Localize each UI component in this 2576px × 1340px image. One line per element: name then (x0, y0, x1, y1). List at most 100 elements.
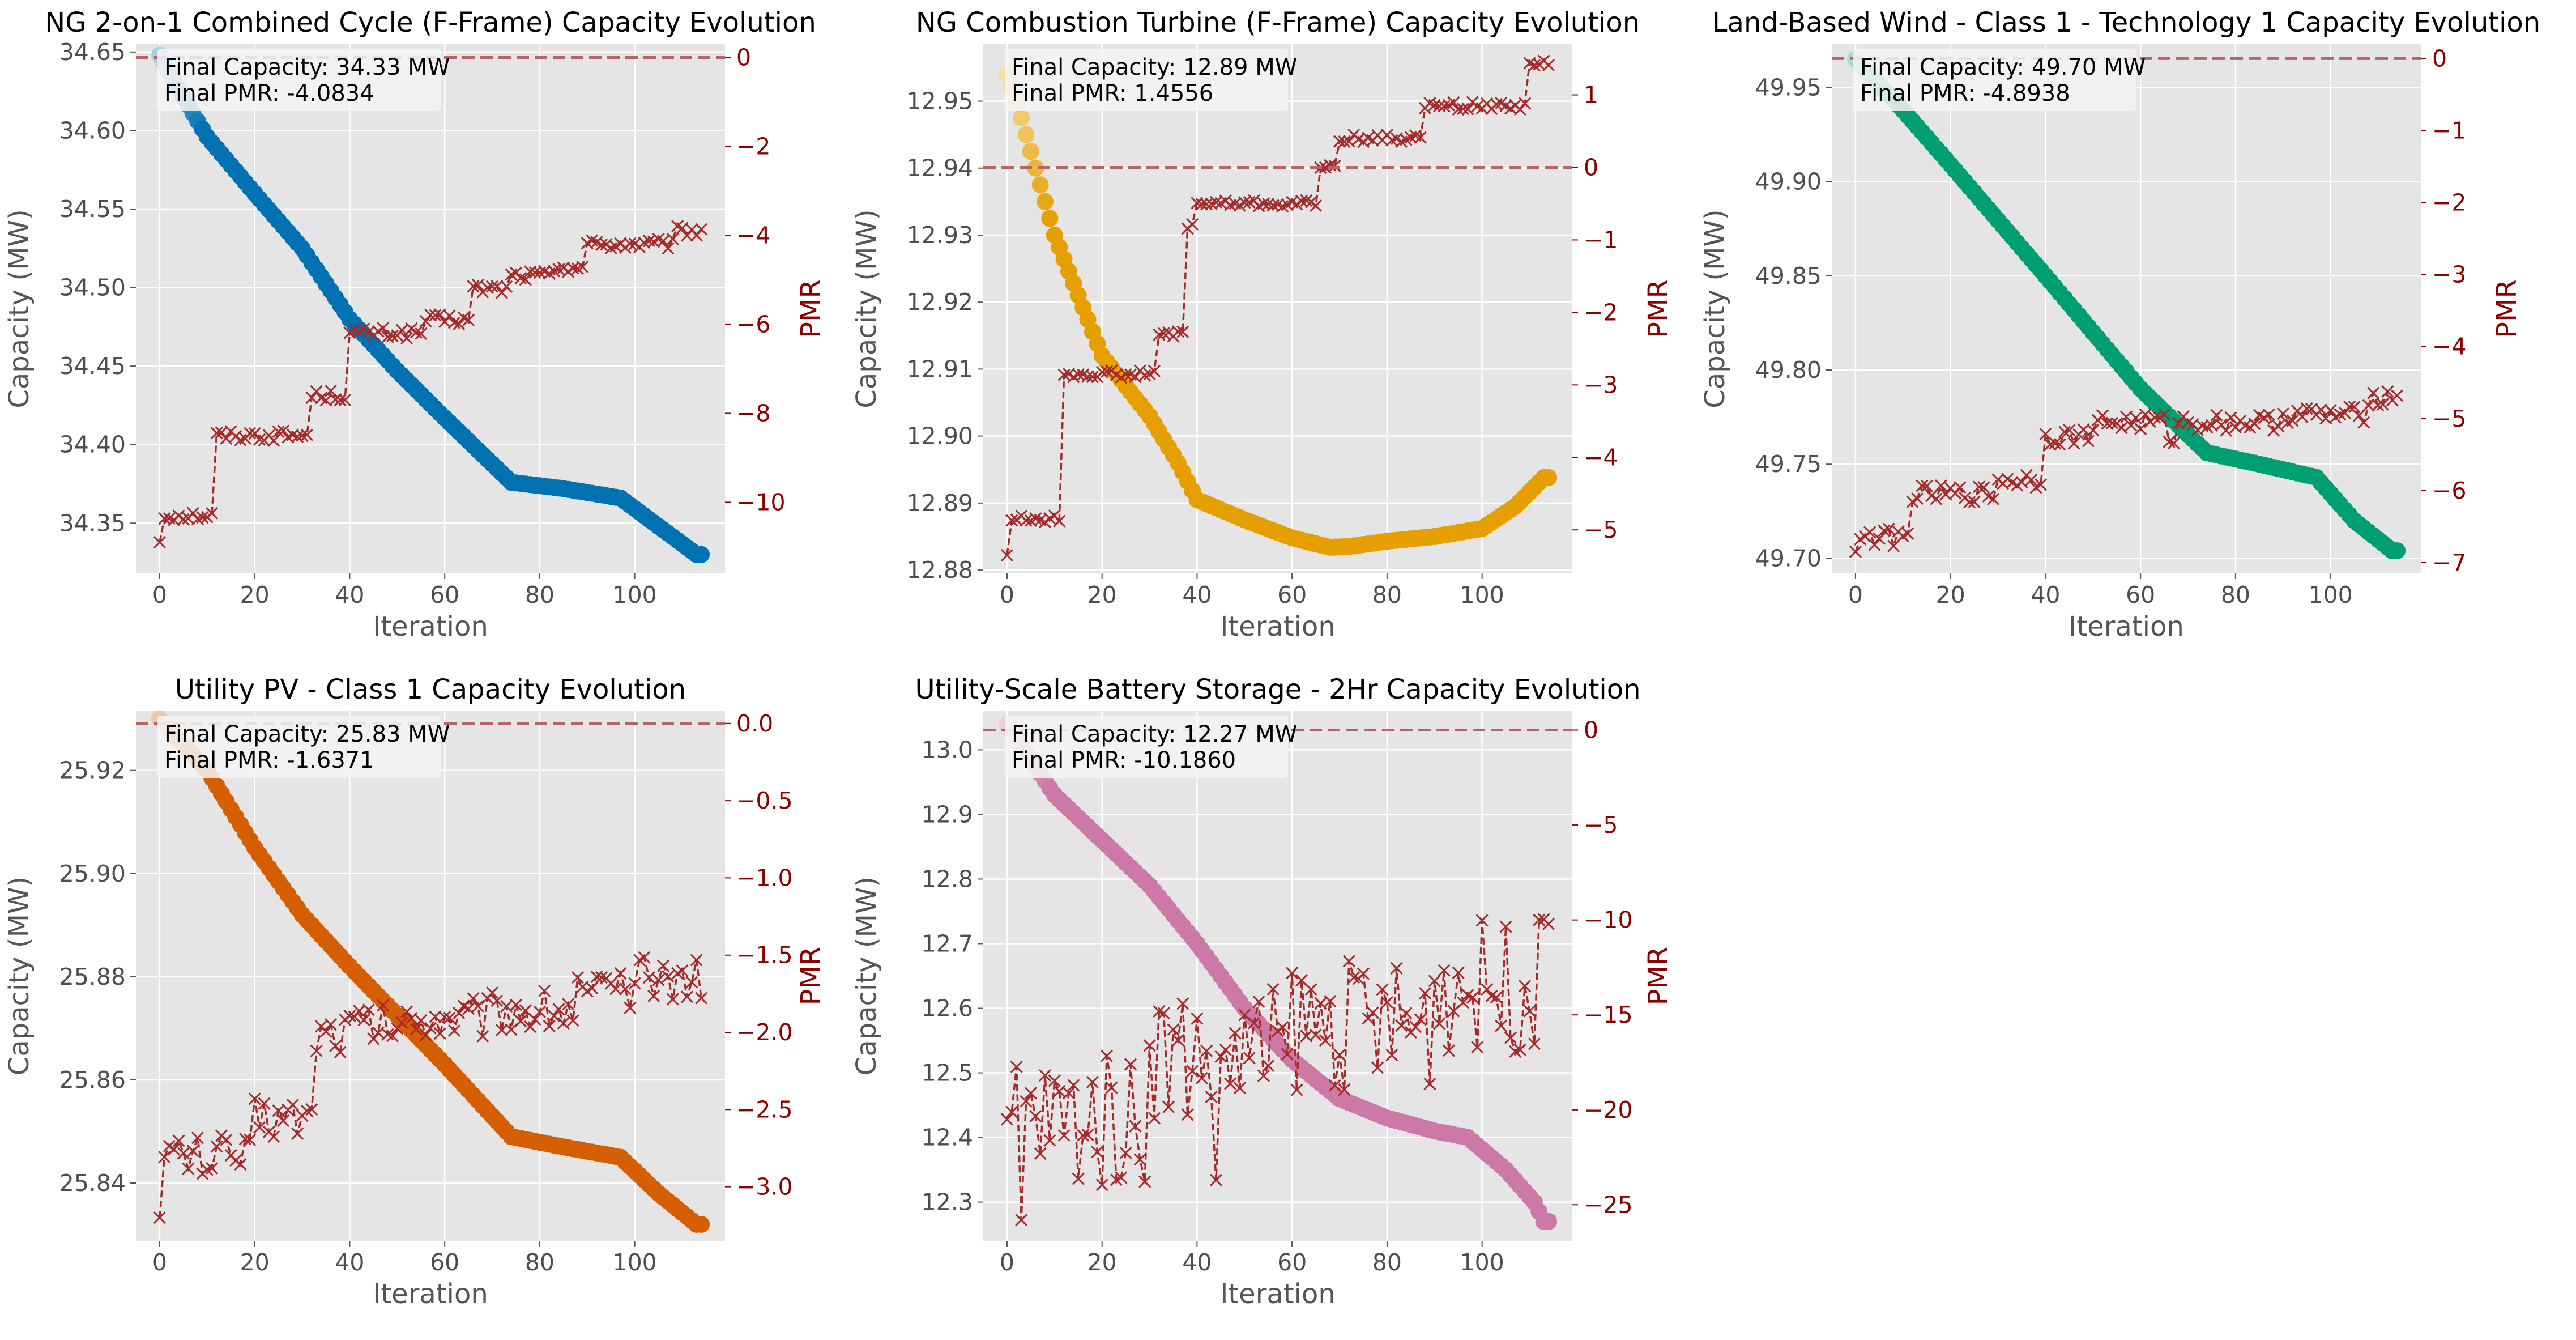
pmr-point (1057, 1129, 1071, 1142)
pmr-point (514, 271, 527, 284)
pmr-point (1015, 1214, 1028, 1227)
pmr-point (1024, 1087, 1037, 1100)
pmr-point (2129, 411, 2142, 424)
y-tick-label: 34.55 (59, 195, 126, 223)
y-tick-label: 25.86 (59, 1066, 126, 1094)
capacity-series (998, 715, 1558, 1230)
x-tick-label: 40 (335, 1249, 364, 1276)
pmr-point (2390, 389, 2404, 402)
capacity-point (1031, 176, 1049, 194)
pmr-point (1490, 991, 1503, 1004)
pmr-point (186, 507, 199, 520)
y2-tick-label: −7 (2432, 549, 2466, 576)
y-tick-label: 12.4 (922, 1124, 973, 1151)
pmr-point (172, 1134, 185, 1147)
pmr-point (1849, 545, 1862, 558)
y2-axis-label: PMR (795, 279, 827, 338)
y-axis-label: Capacity (MW) (3, 877, 35, 1075)
y-tick-label: 49.70 (1755, 544, 1822, 572)
pmr-point (1195, 1071, 1208, 1085)
pmr-point (1005, 514, 1018, 527)
chart-panel: 0 20 40 60 80 100 25.84 25.86 25.88 25.90 25.92 0.0… (3, 674, 827, 1310)
pmr-point (343, 1009, 356, 1022)
pmr-point (1095, 1179, 1108, 1192)
y2-tick-label: −15 (1584, 1001, 1633, 1028)
pmr-point (1310, 199, 1323, 212)
y-tick-label: 12.90 (907, 423, 973, 450)
pmr-point (471, 278, 484, 292)
x-tick-label: 0 (1000, 581, 1014, 609)
x-tick-label: 20 (1087, 581, 1117, 609)
pmr-point (153, 1211, 166, 1224)
pmr-point (276, 424, 290, 437)
x-axis-label: Iteration (373, 1278, 488, 1310)
pmr-point (2262, 408, 2275, 421)
pmr-point (1447, 96, 1460, 109)
x-tick-label: 100 (1460, 1249, 1504, 1276)
x-tick-label: 100 (613, 1249, 657, 1276)
annotation-box (157, 49, 441, 111)
y2-axis-label: PMR (1643, 947, 1674, 1006)
y2-tick-label: −10 (736, 488, 786, 516)
pmr-point (1010, 1060, 1023, 1073)
y-axis-label: Capacity (MW) (3, 209, 35, 408)
pmr-point (1523, 1005, 1536, 1018)
y2-tick-label: 0 (736, 44, 751, 71)
pmr-point (220, 1133, 233, 1146)
pmr-point (2372, 398, 2385, 411)
y-tick-label: 49.90 (1755, 168, 1822, 195)
chart-title: Utility-Scale Battery Storage - 2Hr Capa… (915, 674, 1640, 705)
pmr-point (2220, 424, 2233, 437)
pmr-point (419, 315, 432, 328)
annotation-final-capacity: Final Capacity: 12.27 MW (1012, 721, 1297, 747)
y-tick-label: 12.95 (907, 87, 973, 114)
y2-tick-label: −25 (1584, 1191, 1633, 1218)
x-axis-label: Iteration (1220, 1278, 1336, 1310)
pmr-point (652, 973, 665, 986)
y2-tick-label: −10 (1584, 907, 1633, 934)
pmr-point (1286, 967, 1299, 980)
pmr-point (362, 1003, 376, 1016)
pmr-point (571, 971, 585, 984)
pmr-point (624, 237, 637, 250)
pmr-point (244, 1133, 257, 1146)
pmr-point (153, 535, 166, 549)
pmr-point (1948, 487, 1962, 500)
x-axis-label: Iteration (373, 611, 488, 643)
y2-tick-label: −5 (1584, 516, 1618, 543)
pmr-point (248, 1092, 261, 1105)
pmr-point (2139, 408, 2152, 421)
pmr-point (1072, 368, 1085, 381)
annotation-final-pmr: Final PMR: -1.6371 (164, 747, 374, 773)
chart-title: NG Combustion Turbine (F-Frame) Capacity… (916, 7, 1640, 39)
pmr-point (1887, 539, 1900, 552)
pmr-point (1977, 481, 1990, 494)
pmr-point (419, 1028, 432, 1042)
y-tick-label: 12.6 (922, 995, 973, 1022)
y2-tick-label: −2 (1584, 299, 1618, 326)
pmr-point (1480, 983, 1494, 996)
pmr-point (1233, 1082, 1246, 1095)
pmr-point (191, 1131, 204, 1145)
annotation-final-pmr: Final PMR: -4.0834 (164, 80, 374, 107)
annotation-box (1005, 49, 1288, 111)
pmr-series (1000, 913, 1555, 1227)
annotation-box (1005, 716, 1288, 778)
x-tick-label: 0 (152, 1249, 167, 1276)
plot-area (983, 44, 1572, 573)
x-tick-label: 20 (1936, 581, 1965, 609)
pmr-point (272, 425, 285, 438)
capacity-point (1017, 126, 1035, 143)
pmr-point (552, 1003, 565, 1016)
y2-axis-label: PMR (795, 947, 827, 1006)
pmr-point (1442, 1044, 1456, 1057)
pmr-point (1181, 1108, 1194, 1121)
y-tick-label: 49.95 (1755, 74, 1822, 101)
pmr-point (1077, 1129, 1090, 1142)
y2-tick-label: 0.0 (736, 710, 773, 737)
x-tick-label: 100 (2309, 581, 2353, 609)
pmr-point (2015, 476, 2028, 489)
capacity-point (1037, 193, 1054, 210)
pmr-point (196, 511, 209, 524)
y-tick-label: 25.88 (59, 963, 126, 990)
